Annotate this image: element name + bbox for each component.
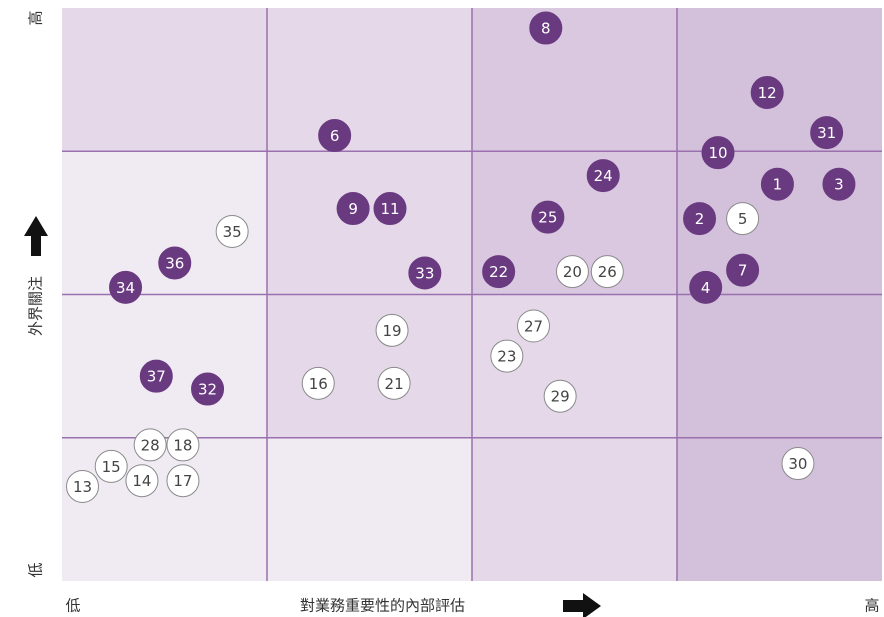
point-label: 7 (738, 262, 748, 280)
point (531, 200, 565, 234)
point-label: 37 (147, 368, 166, 386)
point (66, 469, 99, 503)
point-label: 28 (141, 436, 160, 454)
point-label: 35 (223, 223, 242, 241)
point (810, 116, 844, 150)
point-label: 6 (330, 127, 340, 145)
zone (267, 294, 472, 438)
x-high-label: 高 (864, 597, 879, 615)
point-label: 29 (551, 388, 570, 406)
point (377, 366, 411, 400)
point-label: 3 (834, 176, 844, 194)
point-label: 25 (538, 209, 557, 227)
point (191, 372, 225, 406)
point-label: 36 (165, 254, 184, 272)
point-label: 24 (594, 167, 613, 185)
point-label: 14 (132, 472, 151, 490)
point-label: 5 (738, 210, 748, 228)
zone (677, 437, 882, 581)
point-label: 16 (309, 375, 328, 393)
point (689, 270, 723, 304)
point (750, 76, 784, 110)
zone (472, 437, 677, 581)
x-axis-label: 對業務重要性的內部評估 (300, 597, 465, 615)
point-label: 18 (173, 436, 192, 454)
point-label: 4 (701, 279, 711, 297)
point (373, 192, 407, 226)
point (555, 255, 589, 289)
point-label: 12 (758, 84, 777, 102)
point-label: 1 (773, 176, 783, 194)
point (336, 192, 370, 226)
point (158, 246, 192, 280)
point (125, 464, 159, 498)
point (683, 202, 717, 236)
point-label: 19 (383, 322, 402, 340)
point (586, 159, 620, 193)
point-label: 33 (415, 265, 434, 283)
point-label: 10 (708, 144, 727, 162)
point-label: 34 (116, 279, 135, 297)
point (760, 167, 794, 201)
point (166, 428, 200, 462)
y-high-label: 高 (27, 10, 45, 25)
zone (267, 8, 472, 152)
point-label: 23 (497, 348, 516, 366)
point (726, 253, 760, 287)
point-label: 9 (348, 200, 358, 218)
point-label: 17 (173, 472, 192, 490)
point (301, 366, 335, 400)
y-arrow (24, 216, 48, 256)
point (215, 214, 249, 248)
point-label: 21 (385, 375, 404, 393)
point-label: 22 (489, 263, 508, 281)
point-label: 26 (598, 263, 617, 281)
point-label: 15 (102, 458, 121, 476)
point (543, 379, 577, 413)
point (781, 447, 815, 481)
point-label: 13 (73, 478, 92, 496)
y-low-label: 低 (27, 562, 45, 577)
point-label: 20 (563, 263, 582, 281)
point (318, 118, 352, 152)
x-low-label: 低 (65, 597, 80, 615)
point (482, 255, 516, 289)
point (590, 255, 624, 289)
point-label: 11 (380, 200, 399, 218)
point (517, 309, 550, 343)
point-label: 32 (198, 381, 217, 399)
zone (62, 8, 267, 152)
point (109, 270, 143, 304)
y-axis-label: 外界關注 (27, 276, 45, 336)
point (94, 449, 128, 483)
point (726, 202, 760, 236)
zone (62, 437, 267, 581)
point (529, 11, 563, 45)
point (375, 313, 409, 347)
point-label: 30 (788, 455, 807, 473)
zone (677, 294, 882, 438)
point-label: 31 (817, 124, 836, 142)
point-label: 2 (695, 210, 705, 228)
point-label: 8 (541, 20, 551, 38)
point (139, 359, 173, 393)
point (166, 464, 200, 498)
zone (267, 437, 472, 581)
point (701, 136, 735, 170)
zone (472, 8, 677, 152)
point (408, 256, 442, 290)
point (490, 339, 524, 373)
x-arrow (563, 593, 601, 617)
point (133, 428, 167, 462)
zone (677, 8, 882, 152)
point-label: 27 (524, 318, 543, 336)
point (822, 167, 856, 201)
